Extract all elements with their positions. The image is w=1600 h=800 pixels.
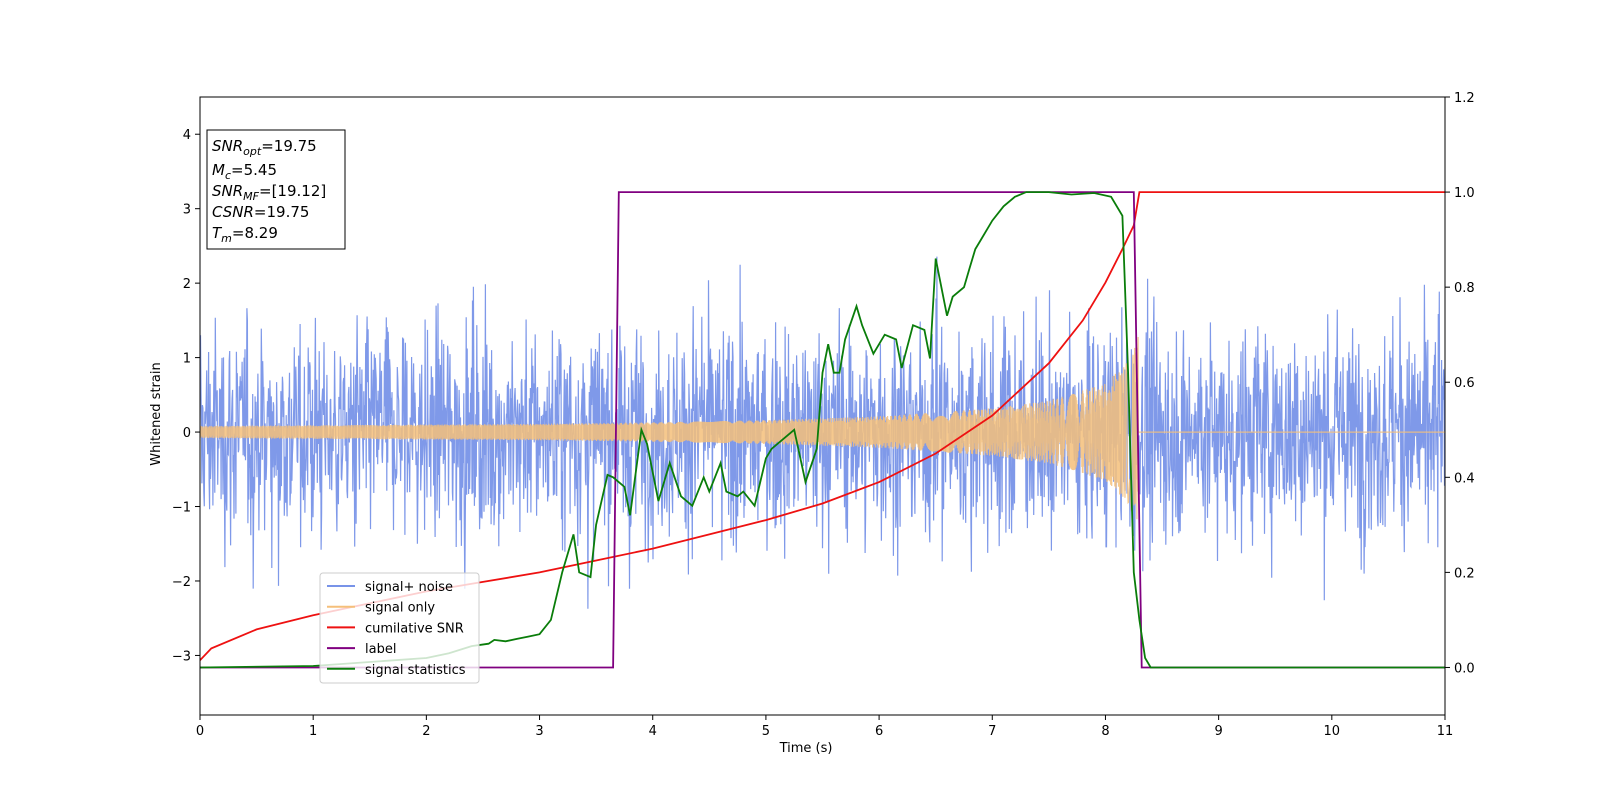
series-signal-noise-line	[200, 256, 1445, 609]
legend: signal+ noise signal only cumilative SNR la…	[319, 572, 480, 684]
x-tick-label: 3	[535, 724, 543, 739]
y-left-tick-label: 1	[183, 352, 191, 367]
y-right-tick-label: 0.6	[1454, 376, 1475, 391]
info-line: CSNR=19.75	[212, 203, 309, 221]
y-right-tick-label: 0.4	[1454, 471, 1475, 486]
x-tick-label: 10	[1324, 724, 1341, 739]
y-left-tick-label: −1	[172, 501, 191, 516]
legend-label-signal-statistics: signal statistics	[365, 663, 466, 678]
info-line: Mc=5.45	[212, 161, 277, 182]
legend-label-signal-only: signal only	[365, 601, 435, 616]
info-box-frame	[206, 129, 346, 250]
x-tick-label: 0	[196, 724, 204, 739]
plot-frame	[199, 96, 1446, 716]
x-tick-label: 1	[309, 724, 317, 739]
axes: 0 1 2 3 4 5 6 7 8 9 10 11 −3 −2 −1 0 1 2 3 4 0.0 0.2 0.4 0.6 0.8…	[172, 91, 1475, 739]
x-tick-label: 4	[649, 724, 657, 739]
y-right-tick-label: 0.8	[1454, 281, 1475, 296]
y-right-tick-label: 1.0	[1454, 186, 1475, 201]
legend-label-label: label	[365, 642, 396, 657]
x-tick-label: 2	[422, 724, 430, 739]
y-right-tick-label: 1.2	[1454, 91, 1475, 106]
x-tick-label: 5	[762, 724, 770, 739]
series-signal-statistics-line	[200, 191, 1445, 669]
legend-label-cumilative-snr: cumilative SNR	[365, 621, 464, 636]
legend-label-signal-noise: signal+ noise	[365, 580, 453, 595]
y-left-tick-label: 4	[183, 128, 191, 143]
info-box: SNRopt=19.75 Mc=5.45SNRMF=[19.12]CSNR=19.…	[206, 129, 346, 250]
y-left-tick-label: 3	[183, 203, 191, 218]
info-line: SNRMF=[19.12]	[212, 182, 326, 203]
y-right-tick-label: 0.0	[1454, 661, 1475, 676]
x-tick-label: 8	[1101, 724, 1109, 739]
legend-frame	[319, 572, 480, 684]
series-signal-only-line	[200, 336, 1445, 520]
x-tick-label: 7	[988, 724, 996, 739]
x-tick-label: 9	[1214, 724, 1222, 739]
x-axis-label: Time (s)	[779, 741, 833, 756]
info-line: Tm=8.29	[212, 224, 278, 245]
x-tick-label: 6	[875, 724, 883, 739]
y-axis-label: Whitened strain	[149, 362, 164, 465]
y-left-tick-label: 0	[183, 426, 191, 441]
y-right-tick-label: 0.2	[1454, 566, 1475, 581]
y-left-tick-label: 2	[183, 277, 191, 292]
x-tick-label: 11	[1437, 724, 1454, 739]
info-line: SNRopt=19.75	[212, 137, 317, 158]
y-left-tick-label: −2	[172, 575, 191, 590]
y-left-tick-label: −3	[172, 649, 191, 664]
